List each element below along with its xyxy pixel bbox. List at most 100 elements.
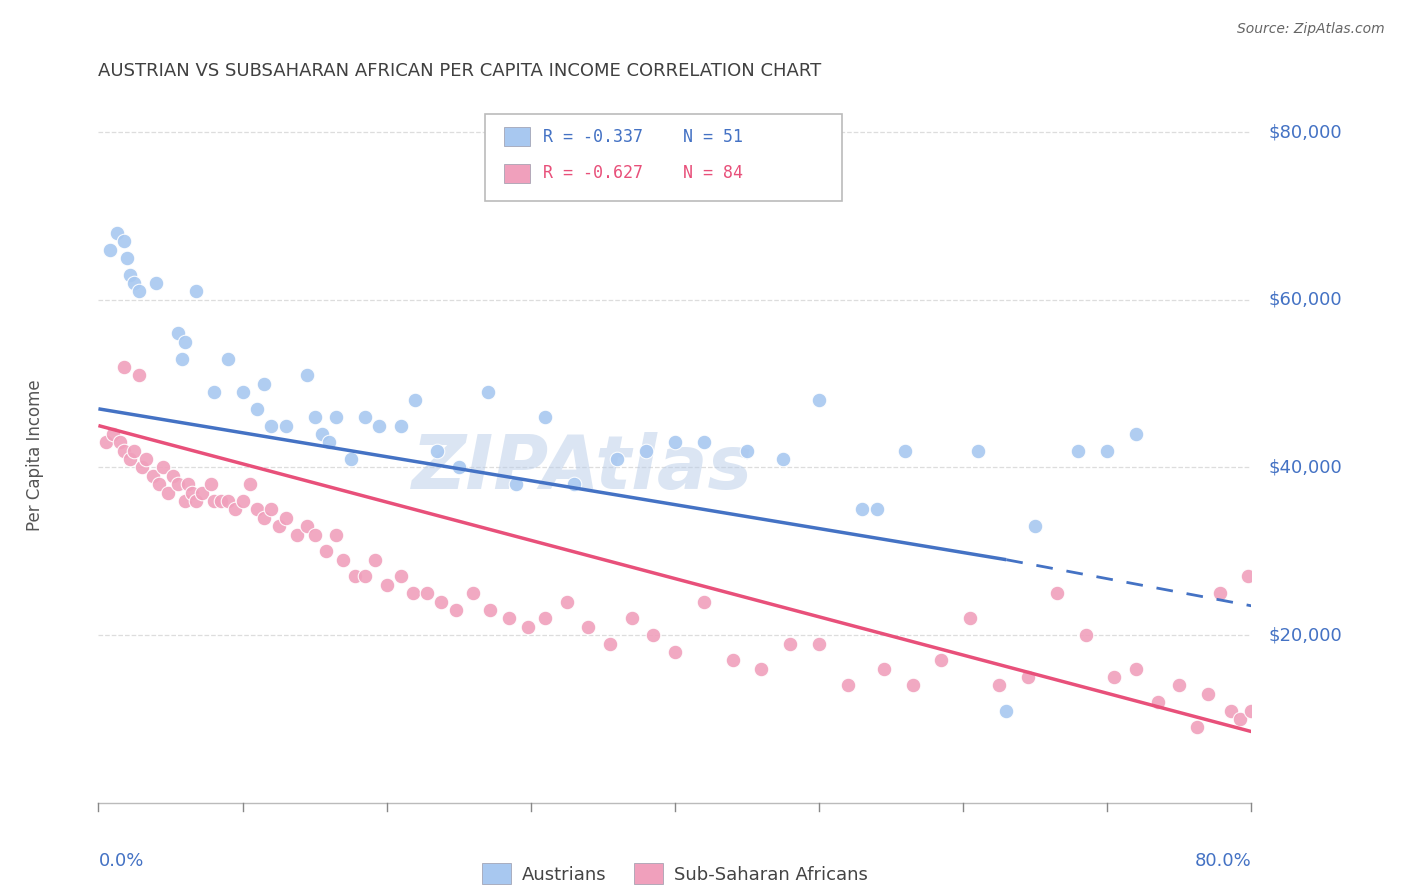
Point bbox=[191, 485, 214, 500]
Legend: Austrians, Sub-Saharan Africans: Austrians, Sub-Saharan Africans bbox=[475, 856, 875, 891]
Point bbox=[124, 276, 146, 290]
Point bbox=[620, 611, 643, 625]
Point bbox=[246, 401, 269, 416]
Point bbox=[444, 603, 467, 617]
Point bbox=[751, 662, 773, 676]
Point bbox=[959, 611, 981, 625]
Point bbox=[1067, 443, 1090, 458]
Point bbox=[325, 527, 347, 541]
Point bbox=[135, 452, 157, 467]
Point bbox=[364, 552, 387, 566]
Point bbox=[995, 704, 1018, 718]
Point bbox=[162, 468, 184, 483]
Point bbox=[120, 268, 142, 282]
Point bbox=[735, 443, 758, 458]
Point bbox=[145, 276, 167, 290]
Point bbox=[98, 243, 121, 257]
Text: $40,000: $40,000 bbox=[1268, 458, 1341, 476]
Point bbox=[152, 460, 174, 475]
Point bbox=[578, 620, 600, 634]
Point bbox=[267, 519, 290, 533]
Point bbox=[354, 410, 377, 425]
Point bbox=[112, 443, 135, 458]
Text: R = -0.627    N = 84: R = -0.627 N = 84 bbox=[544, 164, 744, 182]
Point bbox=[498, 611, 520, 625]
Point bbox=[516, 620, 538, 634]
Point bbox=[779, 636, 801, 650]
Point bbox=[1237, 569, 1260, 583]
FancyBboxPatch shape bbox=[505, 163, 530, 183]
Point bbox=[1146, 695, 1168, 709]
Point bbox=[285, 527, 308, 541]
Point bbox=[217, 351, 239, 366]
Text: $80,000: $80,000 bbox=[1268, 123, 1341, 141]
Point bbox=[260, 502, 283, 516]
Point bbox=[202, 385, 225, 400]
Point bbox=[837, 678, 859, 692]
Point bbox=[599, 636, 621, 650]
Point bbox=[253, 376, 276, 391]
Point bbox=[231, 494, 254, 508]
Point bbox=[325, 410, 347, 425]
Point bbox=[156, 485, 179, 500]
Point bbox=[1024, 519, 1046, 533]
Point bbox=[148, 477, 170, 491]
Point bbox=[901, 678, 924, 692]
Point bbox=[931, 653, 953, 667]
Point bbox=[166, 477, 188, 491]
Point bbox=[1197, 687, 1219, 701]
Text: AUSTRIAN VS SUBSAHARAN AFRICAN PER CAPITA INCOME CORRELATION CHART: AUSTRIAN VS SUBSAHARAN AFRICAN PER CAPIT… bbox=[98, 62, 821, 80]
Point bbox=[297, 519, 319, 533]
Point bbox=[200, 477, 222, 491]
Point bbox=[274, 418, 297, 433]
Point bbox=[721, 653, 744, 667]
FancyBboxPatch shape bbox=[485, 114, 842, 201]
Text: R = -0.337    N = 51: R = -0.337 N = 51 bbox=[544, 128, 744, 145]
Point bbox=[1185, 720, 1208, 734]
Point bbox=[664, 435, 686, 450]
Point bbox=[304, 527, 326, 541]
Point bbox=[202, 494, 225, 508]
Point bbox=[105, 226, 128, 240]
Point bbox=[477, 385, 499, 400]
Point bbox=[174, 494, 197, 508]
Point bbox=[873, 662, 896, 676]
Point bbox=[166, 326, 188, 341]
Point bbox=[534, 410, 557, 425]
Point bbox=[186, 285, 208, 299]
Point bbox=[368, 418, 391, 433]
Point bbox=[643, 628, 665, 642]
Point bbox=[239, 477, 262, 491]
Point bbox=[108, 435, 131, 450]
Point bbox=[117, 251, 138, 265]
Text: 0.0%: 0.0% bbox=[98, 852, 143, 870]
Point bbox=[94, 435, 117, 450]
Point bbox=[534, 611, 557, 625]
Text: Per Capita Income: Per Capita Income bbox=[27, 379, 44, 531]
Point bbox=[405, 393, 427, 408]
Point bbox=[1097, 443, 1119, 458]
Point bbox=[988, 678, 1011, 692]
Point bbox=[966, 443, 988, 458]
Point bbox=[1240, 704, 1263, 718]
Point bbox=[416, 586, 439, 600]
Point bbox=[426, 443, 449, 458]
Point bbox=[209, 494, 232, 508]
Point bbox=[142, 468, 165, 483]
Text: Source: ZipAtlas.com: Source: ZipAtlas.com bbox=[1237, 22, 1385, 37]
Point bbox=[231, 385, 254, 400]
Point bbox=[1220, 704, 1243, 718]
Point bbox=[174, 334, 197, 349]
Point bbox=[1229, 712, 1251, 726]
Point bbox=[128, 285, 150, 299]
Text: $20,000: $20,000 bbox=[1268, 626, 1341, 644]
Point bbox=[866, 502, 889, 516]
Point bbox=[693, 594, 716, 608]
Point bbox=[131, 460, 153, 475]
Point bbox=[181, 485, 204, 500]
Point bbox=[693, 435, 716, 450]
Text: ZIPAtlas: ZIPAtlas bbox=[412, 433, 754, 506]
FancyBboxPatch shape bbox=[505, 127, 530, 146]
Point bbox=[401, 586, 423, 600]
Point bbox=[479, 603, 502, 617]
